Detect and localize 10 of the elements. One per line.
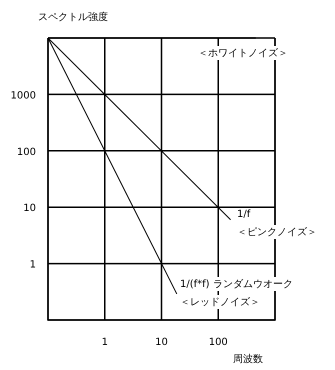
xlabel: 周波数 <box>233 354 263 365</box>
xtick: 10 <box>155 337 168 348</box>
ytick: 10 <box>23 203 36 214</box>
ytick: 1000 <box>10 90 36 102</box>
ytick: 100 <box>16 146 36 158</box>
xtick: 100 <box>208 337 228 348</box>
xtick: 1 <box>102 337 108 348</box>
annotation: 1/f <box>235 208 253 221</box>
ylabel: スペクトル強度 <box>38 12 108 23</box>
ytick: 1 <box>30 260 36 271</box>
